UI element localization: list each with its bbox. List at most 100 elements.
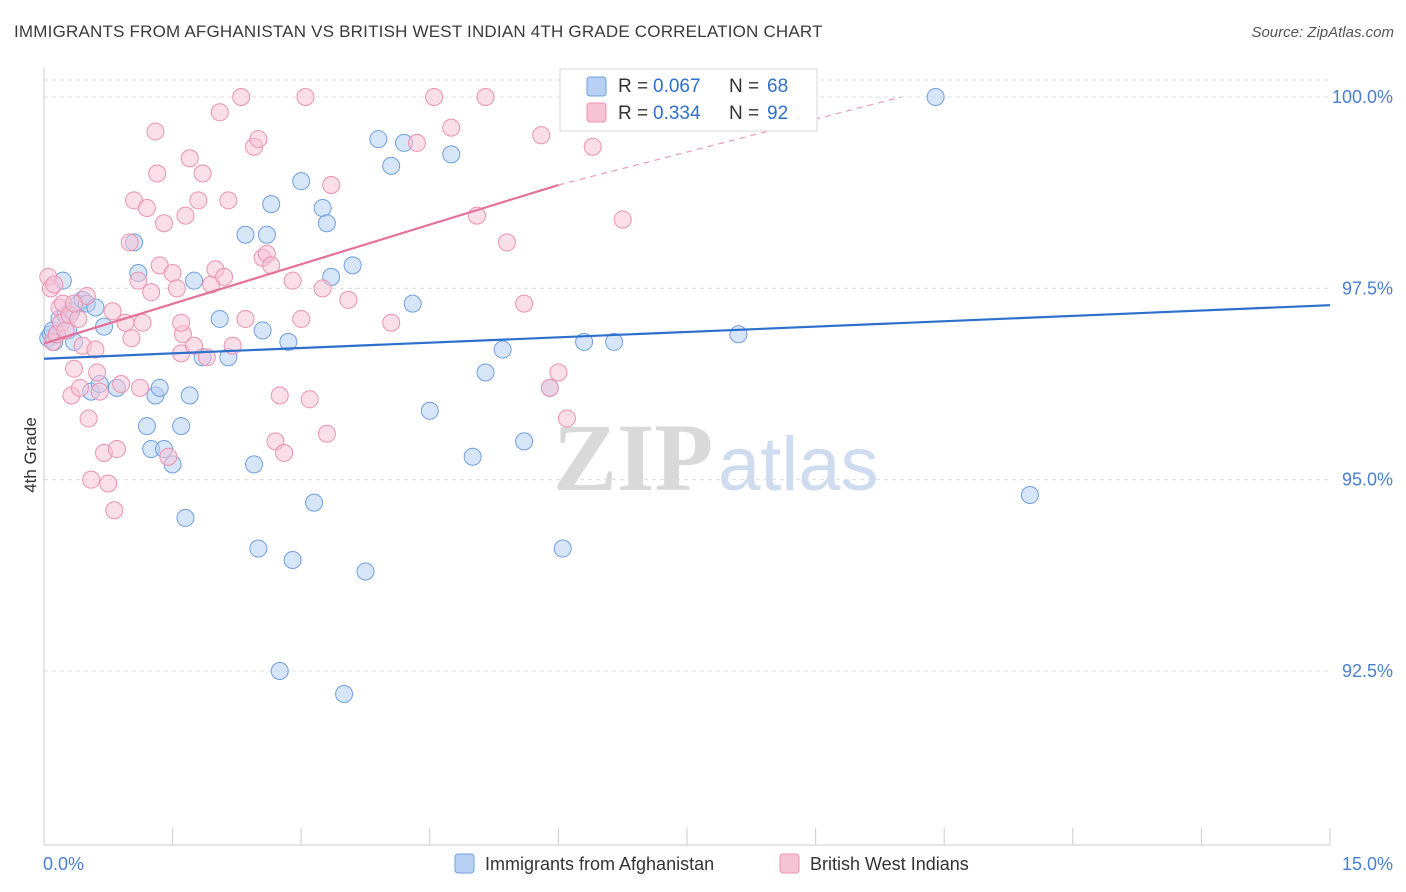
point-british-west-indian — [79, 409, 98, 428]
watermark-zip: ZIP — [553, 404, 713, 511]
point-afghanistan — [335, 684, 354, 703]
trend-line-extension-british-west-indian — [558, 96, 902, 186]
point-british-west-indian — [146, 122, 165, 141]
point-british-west-indian — [300, 390, 319, 409]
point-afghanistan — [420, 401, 439, 420]
point-british-west-indian — [71, 378, 90, 397]
point-british-west-indian — [292, 309, 311, 328]
point-afghanistan — [317, 214, 336, 233]
point-british-west-indian — [296, 88, 315, 106]
point-british-west-indian — [65, 359, 84, 378]
point-british-west-indian — [583, 137, 602, 156]
point-afghanistan — [236, 225, 255, 244]
point-british-west-indian — [133, 313, 152, 332]
point-british-west-indian — [382, 313, 401, 332]
legend-n-label-1: N = — [729, 76, 759, 97]
point-afghanistan — [729, 325, 748, 344]
point-afghanistan — [210, 309, 229, 328]
point-british-west-indian — [45, 275, 64, 294]
point-afghanistan — [137, 417, 156, 436]
series-legend: Immigrants from Afghanistan British West… — [454, 853, 969, 874]
y-tick-label: 95.0% — [1342, 470, 1393, 490]
bottom-legend-label-afghanistan: Immigrants from Afghanistan — [485, 854, 714, 874]
point-afghanistan — [476, 363, 495, 382]
point-british-west-indian — [232, 88, 251, 106]
point-british-west-indian — [131, 378, 150, 397]
legend-n-value-2: 92 — [767, 103, 788, 124]
legend-n-label-2: N = — [729, 103, 759, 124]
bottom-legend-label-bwi: British West Indians — [810, 854, 969, 874]
chart-title: IMMIGRANTS FROM AFGHANISTAN VS BRITISH W… — [14, 22, 823, 41]
point-british-west-indian — [163, 264, 182, 283]
y-tick-label: 97.5% — [1342, 278, 1393, 298]
point-british-west-indian — [103, 302, 122, 321]
y-axis-label: 4th Grade — [21, 417, 40, 493]
stats-legend: R = 0.067 N = 68 R = 0.334 N = 92 — [559, 68, 818, 132]
watermark: ZIP atlas — [553, 404, 879, 511]
point-british-west-indian — [88, 363, 107, 382]
point-british-west-indian — [236, 309, 255, 328]
legend-r-value-2: 0.334 — [653, 103, 701, 124]
point-british-west-indian — [313, 279, 332, 298]
point-british-west-indian — [532, 126, 551, 145]
point-afghanistan — [605, 332, 624, 351]
point-british-west-indian — [112, 375, 131, 393]
point-afghanistan — [257, 225, 276, 244]
point-british-west-indian — [549, 363, 568, 382]
point-british-west-indian — [99, 474, 118, 493]
trend-line-afghanistan — [43, 304, 1331, 360]
point-british-west-indian — [210, 103, 229, 122]
point-afghanistan — [185, 271, 204, 290]
point-british-west-indian — [90, 382, 109, 401]
point-british-west-indian — [476, 88, 495, 106]
point-british-west-indian — [557, 409, 576, 428]
point-british-west-indian — [122, 329, 141, 348]
point-british-west-indian — [540, 378, 559, 397]
point-afghanistan — [442, 145, 461, 164]
legend-r-value-1: 0.067 — [653, 76, 701, 97]
point-afghanistan — [253, 321, 272, 340]
tick-labels: 92.5% 95.0% 97.5% 100.0% 0.0% 15.0% — [43, 87, 1393, 874]
point-british-west-indian — [137, 198, 156, 217]
point-british-west-indian — [65, 294, 84, 313]
y-tick-label: 100.0% — [1332, 87, 1393, 107]
point-british-west-indian — [407, 133, 426, 152]
x-tick-label: 0.0% — [43, 854, 84, 874]
point-afghanistan — [150, 378, 169, 397]
point-afghanistan — [575, 332, 594, 351]
point-afghanistan — [279, 332, 298, 351]
point-afghanistan — [382, 156, 401, 175]
data-points — [39, 88, 1039, 703]
point-british-west-indian — [322, 176, 341, 195]
grid-lines — [44, 79, 1330, 672]
point-british-west-indian — [270, 386, 289, 405]
point-british-west-indian — [120, 233, 139, 252]
point-british-west-indian — [86, 340, 105, 359]
point-afghanistan — [249, 539, 268, 558]
watermark-atlas: atlas — [718, 422, 879, 507]
point-british-west-indian — [180, 149, 199, 168]
point-british-west-indian — [69, 309, 88, 328]
point-british-west-indian — [142, 283, 161, 302]
point-afghanistan — [553, 539, 572, 558]
legend-swatch-afghanistan — [586, 76, 607, 97]
point-british-west-indian — [176, 206, 195, 225]
point-british-west-indian — [129, 271, 148, 290]
chart-source: Source: ZipAtlas.com — [1251, 24, 1394, 41]
point-british-west-indian — [159, 447, 178, 466]
point-british-west-indian — [185, 336, 204, 355]
point-british-west-indian — [107, 440, 126, 459]
point-afghanistan — [292, 172, 311, 191]
point-british-west-indian — [425, 88, 444, 106]
point-afghanistan — [343, 256, 362, 275]
point-afghanistan — [403, 294, 422, 313]
point-british-west-indian — [167, 279, 186, 298]
point-british-west-indian — [249, 130, 268, 149]
point-british-west-indian — [148, 164, 167, 183]
trend-line-british-west-indian — [43, 183, 559, 345]
point-afghanistan — [356, 562, 375, 581]
point-british-west-indian — [515, 294, 534, 313]
bottom-legend-swatch-bwi — [779, 853, 800, 874]
axes — [43, 68, 1331, 846]
point-afghanistan — [305, 493, 324, 512]
